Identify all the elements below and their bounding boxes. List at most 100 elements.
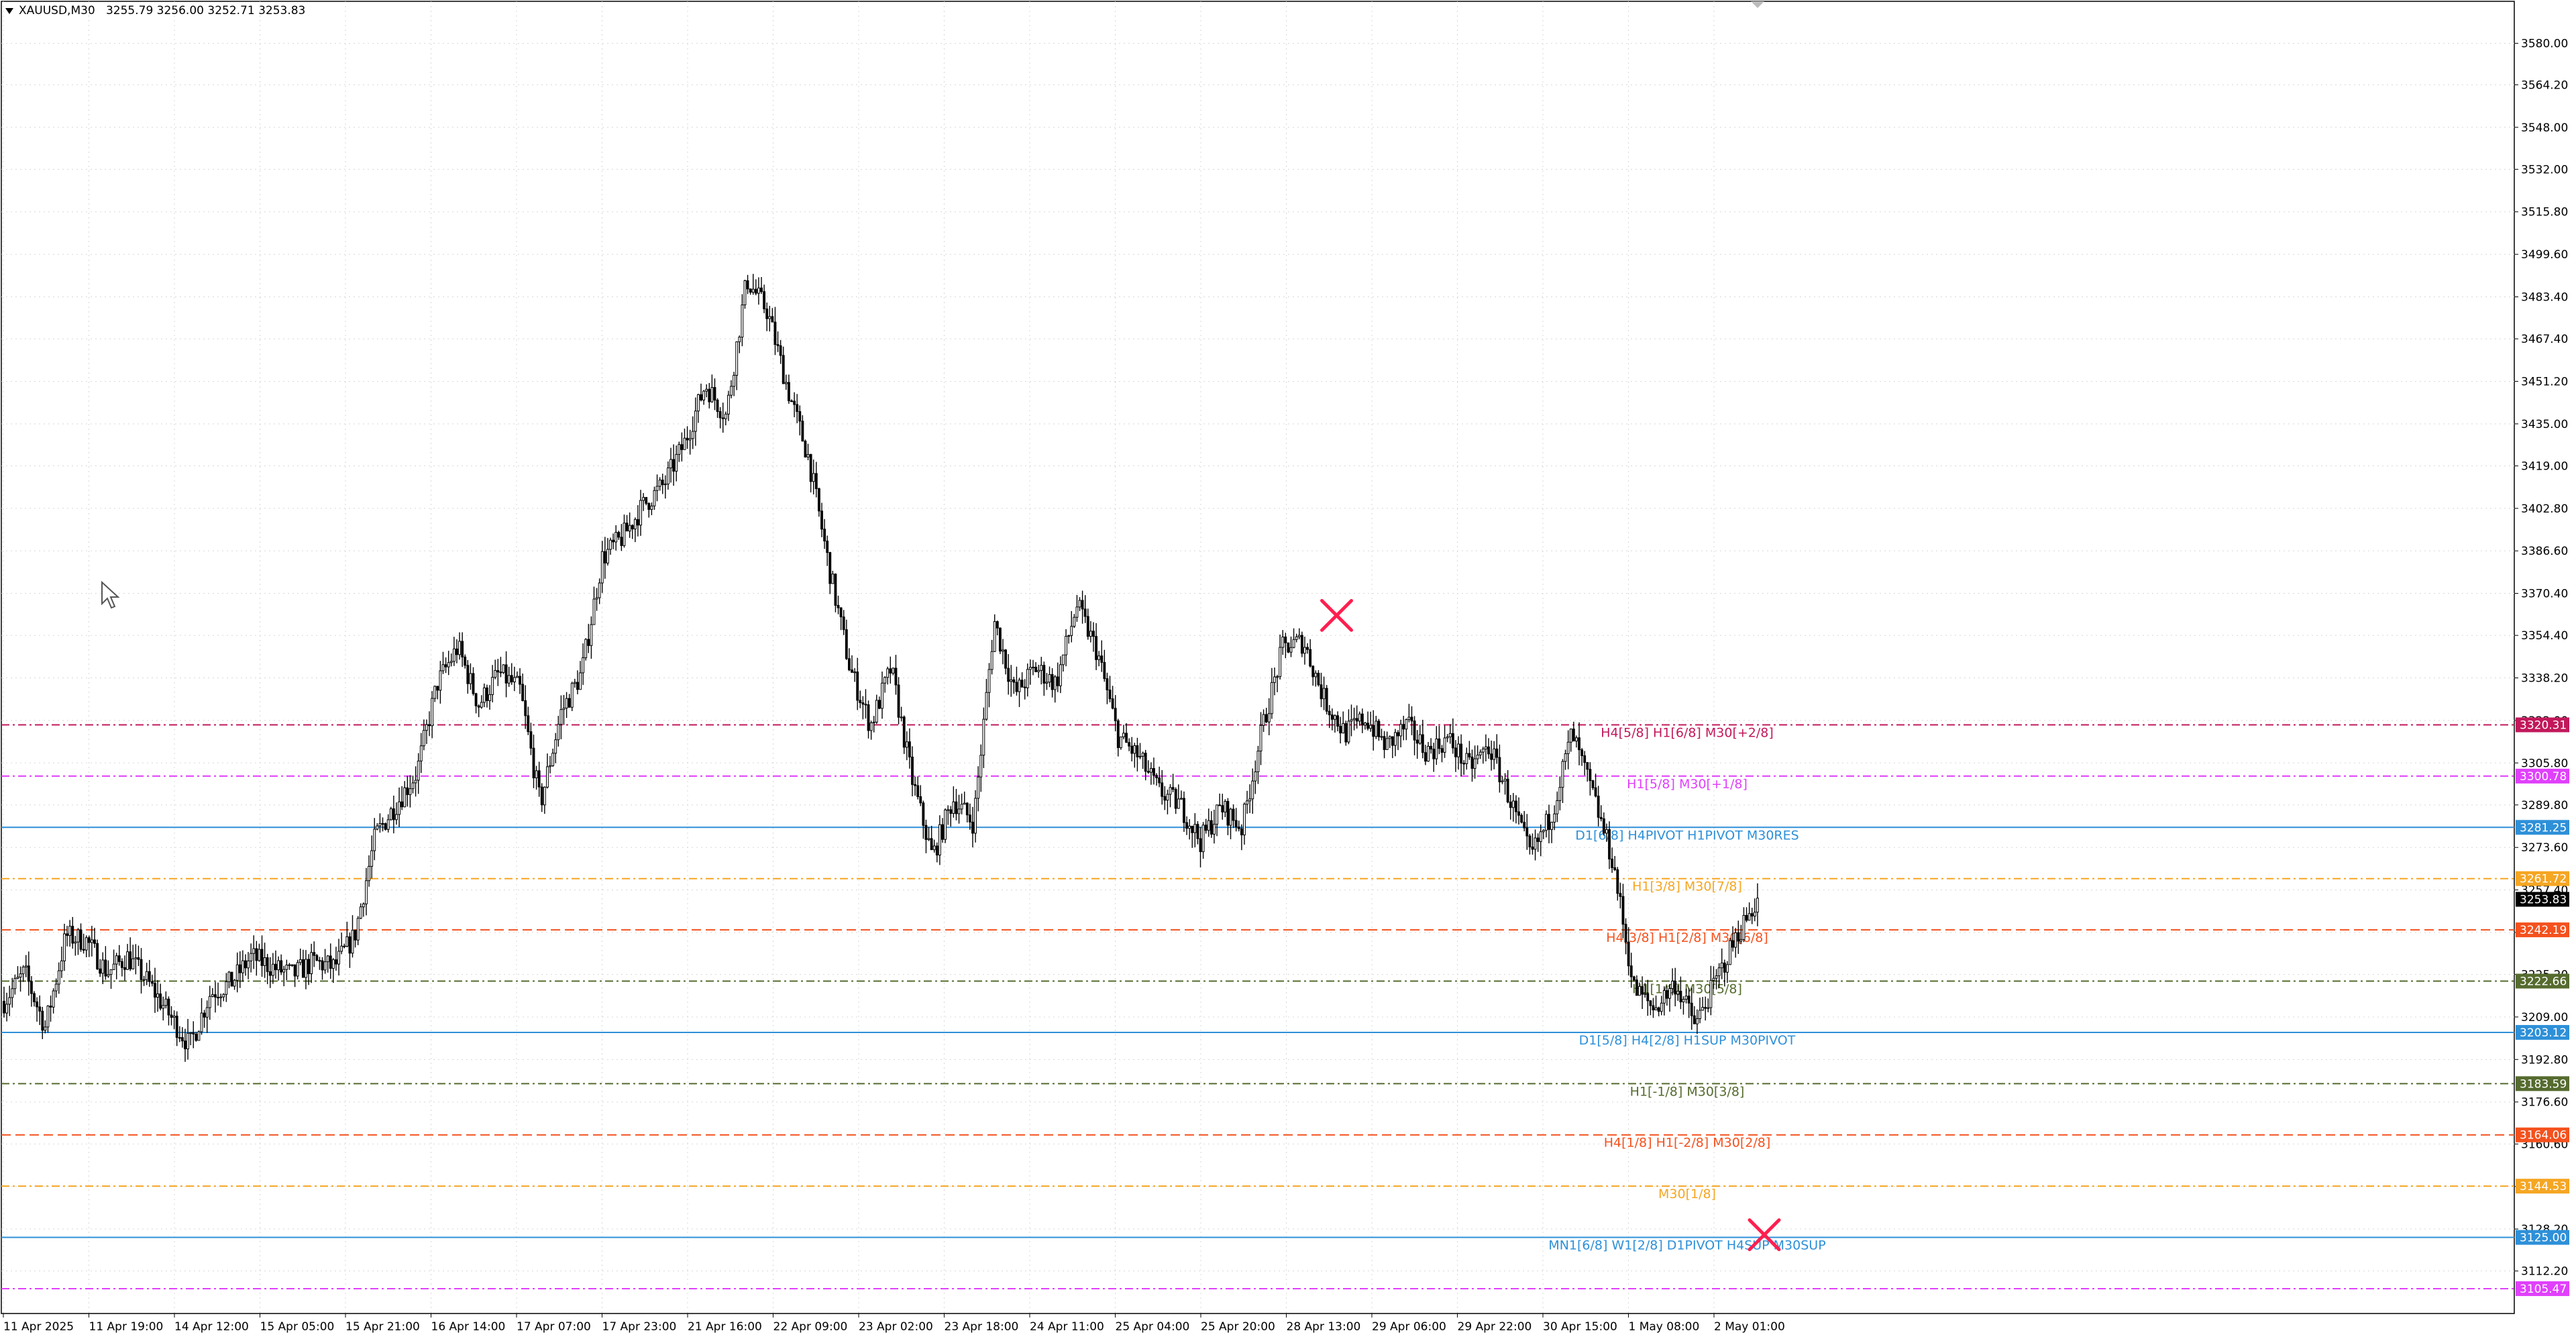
candle-body [1493, 748, 1496, 760]
x-marker-icon [1320, 598, 1353, 632]
candle-body [1092, 631, 1095, 637]
candle-body [1388, 736, 1391, 739]
level-price-tag [2516, 922, 2569, 938]
ohlc-readout: 3255.79 3256.00 3252.71 3253.83 [105, 4, 306, 17]
candle-body [828, 552, 832, 584]
candle-body [1729, 940, 1731, 965]
candle-body [716, 399, 719, 412]
candle-body [1303, 647, 1306, 654]
candle-body [979, 755, 983, 778]
level-price-tag [2516, 717, 2569, 733]
candle-body [1081, 600, 1084, 610]
candle-body [1715, 975, 1718, 979]
candle-body [452, 648, 455, 662]
time-axis: 11 Apr 2025 11 Apr 19:00 14 Apr 12:00 15 Ap… [3, 1314, 1785, 1334]
level-price-tag [2516, 1179, 2569, 1194]
candle-body [733, 374, 736, 387]
candle-body [527, 715, 530, 733]
candle-body [162, 1005, 165, 1009]
candle-body [1136, 745, 1139, 757]
candle-body [869, 722, 873, 731]
candle-body [1704, 1007, 1707, 1009]
level-label: M30[1/8] [1658, 1187, 1716, 1201]
candle-body [230, 971, 233, 987]
candle-body [1281, 636, 1285, 648]
candle-body [499, 672, 502, 674]
dropdown-triangle-icon[interactable] [5, 7, 13, 14]
candle-body [76, 929, 80, 943]
candle-body [754, 288, 757, 294]
candle-body [1254, 771, 1257, 782]
mouse-cursor-icon [101, 581, 120, 609]
level-label: MN1[6/8] W1[2/8] D1PIVOT H4SUP M30SUP [1548, 1238, 1825, 1253]
candle-body [650, 505, 653, 510]
candle-body [1114, 708, 1117, 722]
candle-body [123, 967, 126, 970]
candle-body [1119, 736, 1122, 749]
candle-body [686, 437, 689, 441]
candle-body [1300, 635, 1303, 654]
candle-body [93, 939, 96, 944]
candle-body [1026, 669, 1029, 688]
candle-body [814, 473, 818, 489]
candle-body [296, 962, 299, 977]
level-label: H1[5/8] M30[+1/8] [1627, 777, 1748, 792]
candle-body [8, 997, 11, 1005]
candle-body [19, 973, 22, 978]
candle-body [1174, 789, 1177, 809]
symbol-label: XAUUSD,M30 [19, 4, 95, 17]
price-tick-label: 3419.00 [2521, 460, 2568, 473]
candle-body [562, 707, 566, 710]
candle-body [1385, 738, 1389, 750]
candle-body [419, 745, 423, 761]
candle-body [1141, 753, 1144, 757]
price-tick-label: 3451.20 [2521, 375, 2568, 388]
time-tick-label: 23 Apr 02:00 [859, 1320, 933, 1334]
candle-body [1674, 980, 1677, 995]
candle-body [488, 694, 491, 701]
candle-body [987, 669, 991, 693]
candle-body [1213, 824, 1216, 835]
murrey-levels: H4[5/8] H1[6/8] M30[+2/8] H1[5/8] M30[+1/… [1, 724, 2514, 1289]
candle-body [1709, 979, 1713, 1008]
candle-body [52, 990, 55, 1008]
candle-body [101, 959, 105, 974]
candle-body [129, 951, 132, 969]
candle-body [609, 539, 612, 550]
candle-body [107, 974, 110, 977]
candle-body [1218, 804, 1222, 806]
candle-body [592, 598, 596, 625]
candle-body [1580, 749, 1584, 757]
candle-body [963, 802, 966, 805]
scroll-indicator-icon[interactable] [1751, 1, 1764, 8]
candle-body [345, 936, 349, 947]
candle-body [1402, 724, 1405, 730]
candle-body [924, 824, 928, 840]
candle-body [952, 801, 955, 814]
candle-body [708, 388, 711, 403]
candle-body [414, 780, 417, 784]
candle-body [175, 1016, 178, 1038]
candle-body [1073, 617, 1076, 627]
candle-body [1539, 831, 1542, 843]
candle-body [1196, 824, 1199, 839]
candle-body [134, 957, 138, 959]
candle-body [321, 960, 324, 971]
candle-body [27, 965, 30, 982]
candle-body [359, 906, 362, 919]
time-tick-label: 23 Apr 18:00 [945, 1320, 1019, 1334]
candle-body [343, 945, 346, 947]
candle-body [1699, 1010, 1701, 1020]
candle-body [757, 287, 760, 294]
candle-body [1103, 661, 1106, 680]
candle-body [1100, 655, 1104, 663]
candle-body [1608, 829, 1611, 859]
candle-body [820, 511, 823, 530]
candle-body [554, 739, 557, 754]
candle-body [1256, 751, 1260, 773]
candle-body [1432, 749, 1436, 759]
candle-body [614, 532, 618, 543]
candle-body [1556, 800, 1559, 814]
chart-header: XAUUSD,M30 3255.79 3256.00 3252.71 3253.… [5, 4, 305, 17]
